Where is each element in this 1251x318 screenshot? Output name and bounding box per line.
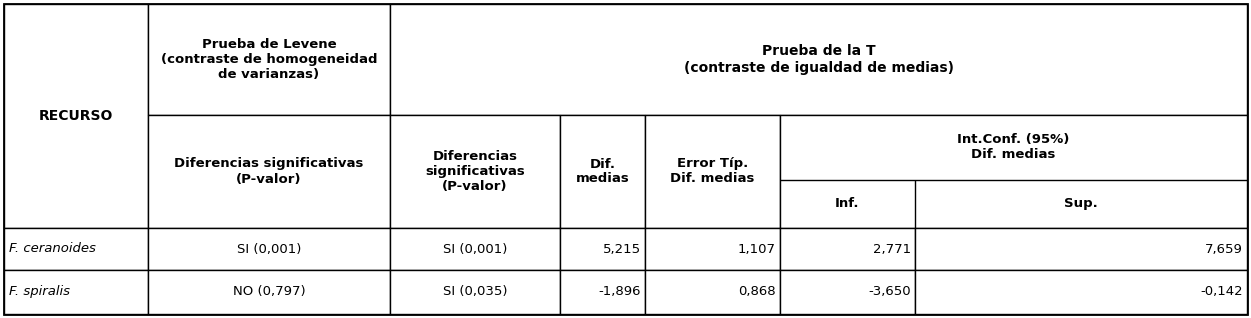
Text: SI (0,001): SI (0,001) bbox=[236, 243, 301, 255]
Text: 5,215: 5,215 bbox=[603, 243, 641, 255]
Text: Diferencias significativas
(P-valor): Diferencias significativas (P-valor) bbox=[174, 157, 364, 185]
Bar bbox=[4, 270, 148, 314]
Bar bbox=[148, 4, 390, 115]
Text: Diferencias
significativas
(P-valor): Diferencias significativas (P-valor) bbox=[425, 150, 525, 193]
Bar bbox=[914, 270, 1247, 314]
Bar bbox=[781, 270, 914, 314]
Text: SI (0,035): SI (0,035) bbox=[443, 286, 507, 299]
Text: Sup.: Sup. bbox=[1065, 197, 1098, 210]
Text: RECURSO: RECURSO bbox=[39, 109, 113, 123]
Bar bbox=[560, 270, 646, 314]
Bar bbox=[781, 115, 1247, 228]
Bar bbox=[560, 115, 646, 228]
Text: Dif.
medias: Dif. medias bbox=[575, 157, 629, 185]
Text: SI (0,001): SI (0,001) bbox=[443, 243, 507, 255]
Text: F. ceranoides: F. ceranoides bbox=[9, 243, 96, 255]
Bar bbox=[781, 228, 914, 270]
Bar bbox=[148, 228, 390, 270]
Bar bbox=[646, 115, 781, 228]
Bar bbox=[560, 228, 646, 270]
Text: -1,896: -1,896 bbox=[598, 286, 641, 299]
Text: NO (0,797): NO (0,797) bbox=[233, 286, 305, 299]
Text: Prueba de Levene
(contraste de homogeneidad
de varianzas): Prueba de Levene (contraste de homogenei… bbox=[160, 38, 378, 81]
Bar bbox=[914, 228, 1247, 270]
Text: -3,650: -3,650 bbox=[868, 286, 911, 299]
Text: -0,142: -0,142 bbox=[1201, 286, 1243, 299]
Text: Inf.: Inf. bbox=[836, 197, 859, 210]
Text: 0,868: 0,868 bbox=[738, 286, 776, 299]
Text: Int.Conf. (95%)
Dif. medias: Int.Conf. (95%) Dif. medias bbox=[957, 133, 1070, 161]
Bar bbox=[4, 4, 148, 228]
Text: 2,771: 2,771 bbox=[873, 243, 911, 255]
Bar bbox=[4, 228, 148, 270]
Text: F. spiralis: F. spiralis bbox=[9, 286, 70, 299]
Text: 7,659: 7,659 bbox=[1205, 243, 1243, 255]
Bar bbox=[390, 228, 560, 270]
Bar bbox=[390, 270, 560, 314]
Text: Error Típ.
Dif. medias: Error Típ. Dif. medias bbox=[671, 157, 754, 185]
Text: Prueba de la T
(contraste de igualdad de medias): Prueba de la T (contraste de igualdad de… bbox=[683, 45, 953, 75]
Text: 1,107: 1,107 bbox=[738, 243, 776, 255]
Bar bbox=[390, 4, 1247, 115]
Bar bbox=[646, 228, 781, 270]
Bar bbox=[646, 270, 781, 314]
Bar bbox=[390, 115, 560, 228]
Bar bbox=[148, 270, 390, 314]
Bar bbox=[148, 115, 390, 228]
